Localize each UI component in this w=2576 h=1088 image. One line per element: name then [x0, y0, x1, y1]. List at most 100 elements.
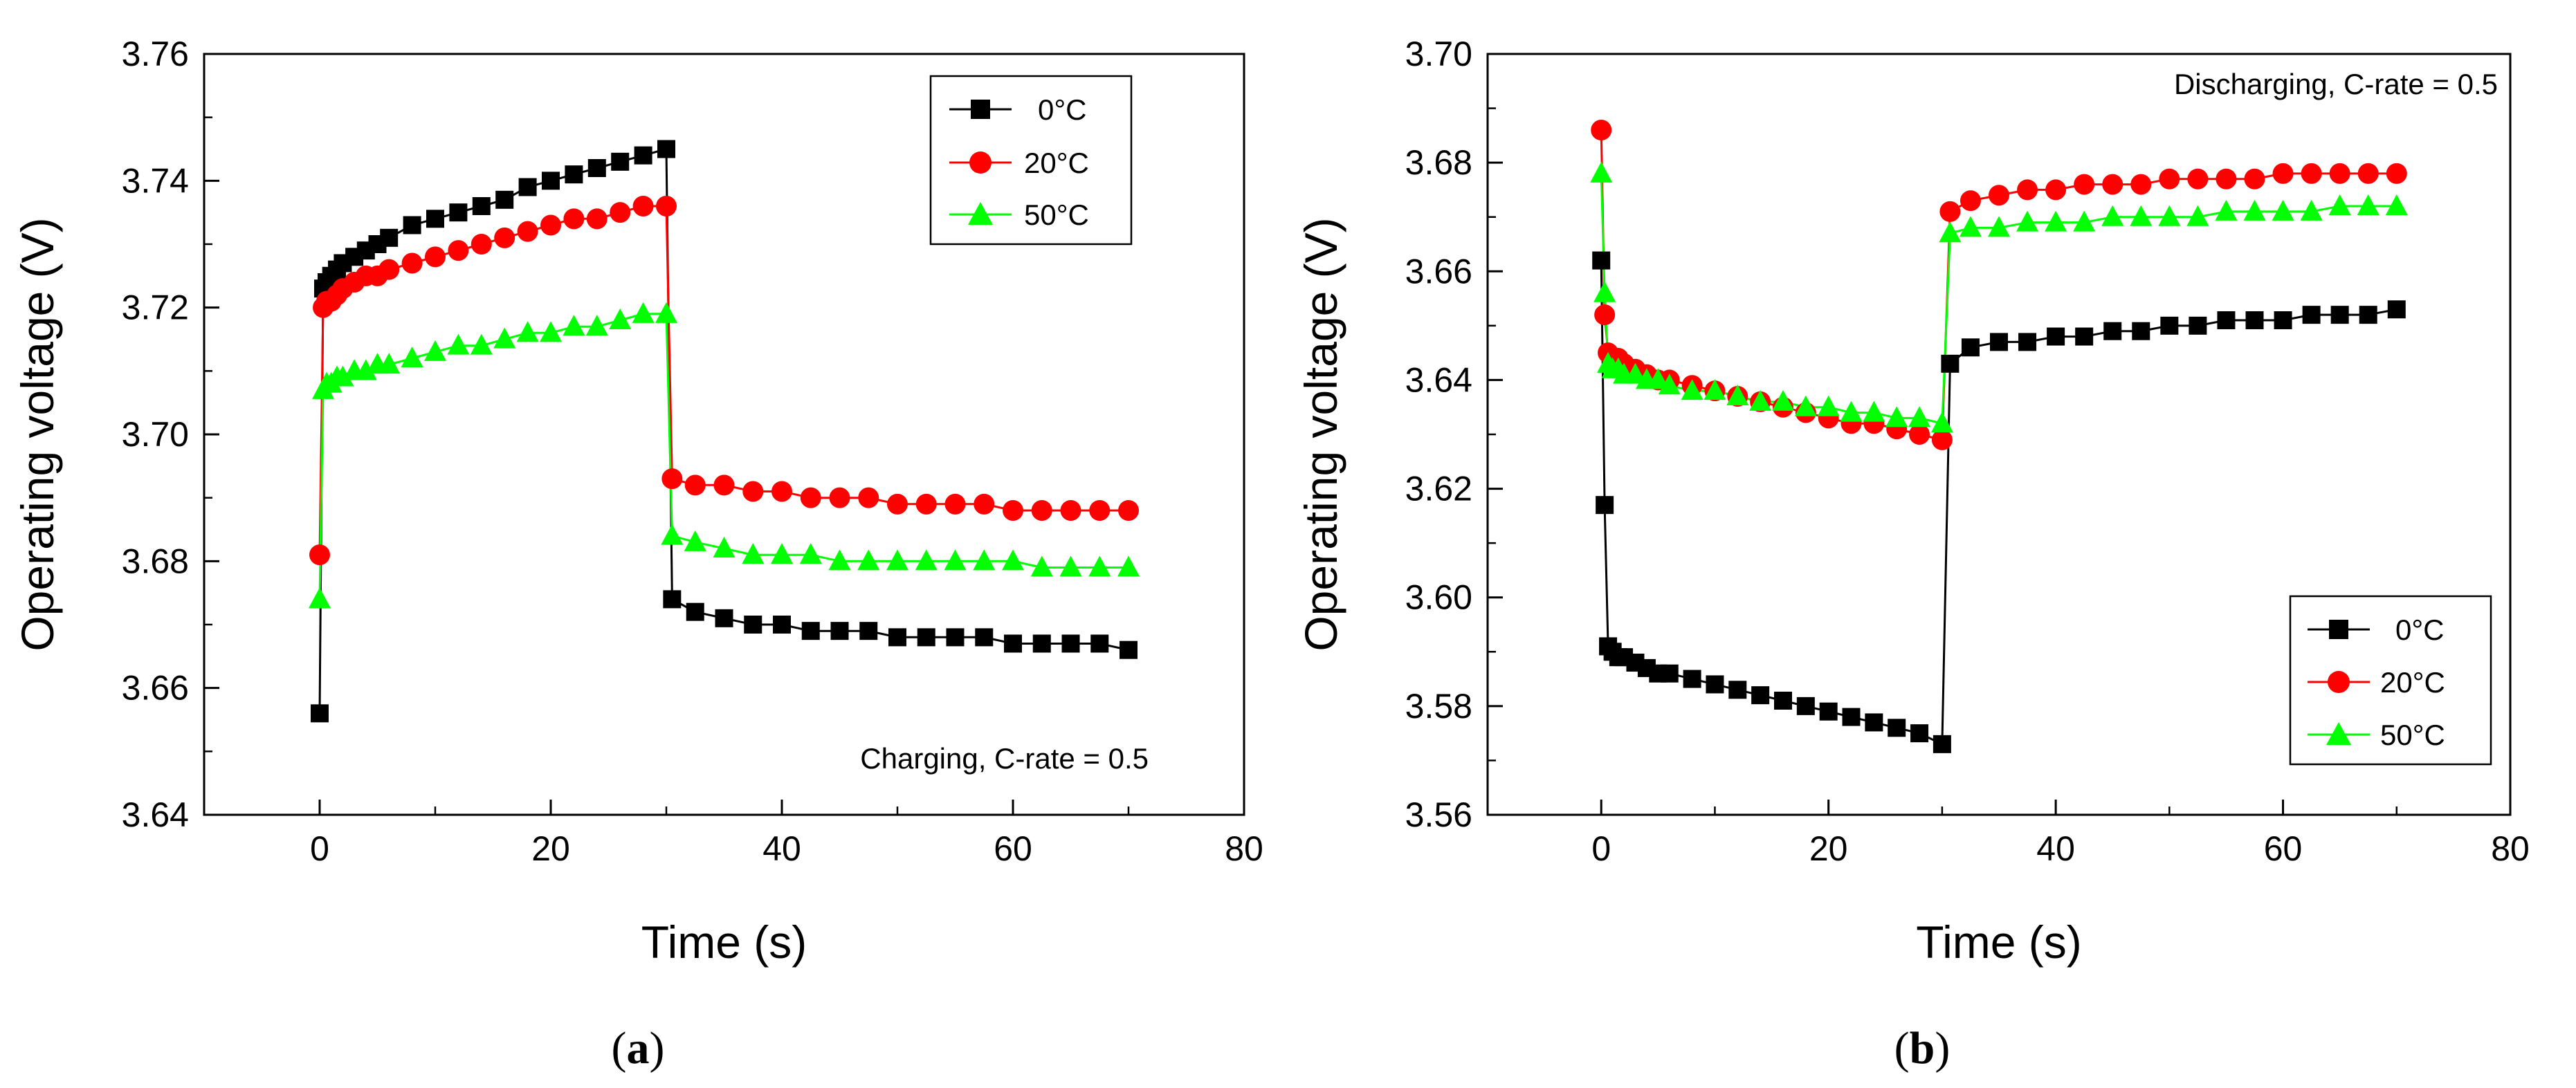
y-tick-label: 3.74 — [122, 161, 189, 200]
x-tick-label: 0 — [1591, 829, 1611, 868]
x-axis-title: Time (s) — [1916, 916, 2082, 968]
data-point-triangle — [1703, 379, 1726, 400]
legend: 0°C 20°C 50°C — [929, 75, 1133, 246]
data-point-triangle — [2385, 194, 2408, 215]
data-point-circle — [684, 474, 706, 496]
data-point-square — [311, 704, 329, 723]
data-point-square — [830, 622, 849, 640]
data-point-square — [2018, 333, 2037, 351]
data-point-triangle — [2357, 194, 2379, 215]
data-point-triangle — [2215, 199, 2238, 221]
data-point-triangle — [1885, 406, 1908, 427]
data-point-square — [2160, 316, 2179, 335]
data-point-square — [403, 216, 421, 234]
data-point-circle — [858, 487, 879, 508]
data-point-square — [744, 616, 762, 634]
data-point-circle — [2357, 163, 2379, 184]
y-tick-label: 3.64 — [1405, 360, 1472, 399]
data-point-triangle — [540, 321, 562, 342]
data-point-circle — [494, 227, 515, 248]
data-point-square — [449, 203, 468, 222]
data-point-circle — [713, 474, 735, 496]
data-point-triangle — [1030, 555, 1053, 577]
axis-ticks: 0 20 40 60 80 3.56 3.58 3.60 3.62 3.64 3.66 3.68 3.7… — [1405, 35, 2530, 868]
data-point-triangle — [609, 308, 632, 329]
data-point-circle — [1118, 500, 1139, 521]
data-point-circle — [1089, 500, 1111, 521]
chart-annotation: Discharging, C-rate = 0.5 — [2174, 68, 2498, 100]
data-point-triangle — [331, 365, 354, 387]
data-point-triangle — [655, 302, 677, 323]
data-point-square — [2387, 300, 2406, 319]
data-point-circle — [425, 246, 446, 268]
series-layer — [1590, 120, 2408, 753]
data-point-square — [2132, 322, 2150, 340]
data-point-circle — [661, 468, 683, 490]
data-point-square — [1865, 713, 1883, 732]
data-point-square — [1660, 664, 1679, 683]
x-axis-title: Time (s) — [641, 916, 807, 968]
legend-marker-circle — [969, 151, 992, 174]
y-tick-label: 3.66 — [122, 669, 189, 708]
legend-label: 50°C — [1024, 199, 1089, 231]
data-point-circle — [2244, 168, 2265, 190]
axis-ticks: 0 20 40 60 80 3.64 3.66 3.68 3.70 3.72 3.74 3.76 — [122, 35, 1263, 868]
x-tick-label: 0 — [310, 829, 329, 868]
data-point-triangle — [1647, 368, 1670, 389]
data-point-square — [472, 197, 491, 215]
data-point-square — [587, 159, 606, 177]
data-point-triangle — [470, 333, 493, 355]
data-point-square — [1941, 354, 1960, 373]
y-tick-label: 3.56 — [1405, 795, 1472, 834]
data-point-triangle — [2101, 205, 2124, 226]
data-point-circle — [742, 481, 764, 502]
data-point-triangle — [973, 549, 996, 571]
data-point-circle — [1931, 429, 1953, 450]
data-point-circle — [2216, 168, 2237, 190]
data-point-circle — [309, 544, 330, 566]
data-point-triangle — [401, 347, 423, 367]
data-point-circle — [974, 493, 995, 515]
y-axis-title: Operating voltage (V) — [12, 217, 63, 651]
data-point-triangle — [1794, 395, 1817, 416]
data-point-square — [1990, 333, 2008, 351]
data-point-circle — [1960, 190, 1981, 212]
data-point-triangle — [378, 353, 401, 374]
data-point-triangle — [2328, 194, 2351, 215]
data-point-triangle — [2045, 210, 2067, 232]
data-point-circle — [586, 208, 608, 230]
data-point-circle — [1591, 120, 1612, 140]
data-point-circle — [2272, 163, 2294, 184]
data-point-triangle — [424, 340, 446, 361]
data-point-triangle — [1726, 385, 1749, 405]
data-point-circle — [2301, 163, 2322, 184]
data-point-square — [1842, 708, 1861, 726]
x-tick-label: 40 — [2036, 829, 2075, 868]
series-layer — [309, 140, 1140, 723]
data-point-square — [426, 210, 444, 228]
data-point-circle — [2045, 179, 2067, 201]
data-point-triangle — [1681, 379, 1703, 400]
data-point-triangle — [684, 530, 706, 551]
y-tick-label: 3.70 — [122, 415, 189, 454]
data-point-triangle — [857, 549, 880, 571]
data-point-circle — [2386, 163, 2407, 184]
panel-a: Time (s) Operating voltage (V) Charging,… — [12, 35, 1263, 968]
data-point-square — [773, 616, 791, 634]
legend-label: 50°C — [2380, 719, 2445, 751]
data-point-square — [1910, 724, 1929, 743]
y-tick-label: 3.60 — [1405, 578, 1472, 617]
data-point-circle — [1003, 500, 1023, 521]
data-point-triangle — [742, 543, 765, 564]
legend-marker-square — [971, 100, 990, 119]
data-point-square — [1061, 634, 1080, 653]
data-point-triangle — [1840, 400, 1863, 422]
panel-caption-letter: a — [627, 1023, 650, 1073]
data-point-triangle — [799, 543, 822, 564]
data-point-triangle — [2186, 205, 2209, 226]
x-tick-label: 20 — [531, 829, 570, 868]
data-point-circle — [378, 259, 400, 280]
data-point-circle — [1909, 424, 1930, 445]
data-point-circle — [771, 481, 792, 502]
